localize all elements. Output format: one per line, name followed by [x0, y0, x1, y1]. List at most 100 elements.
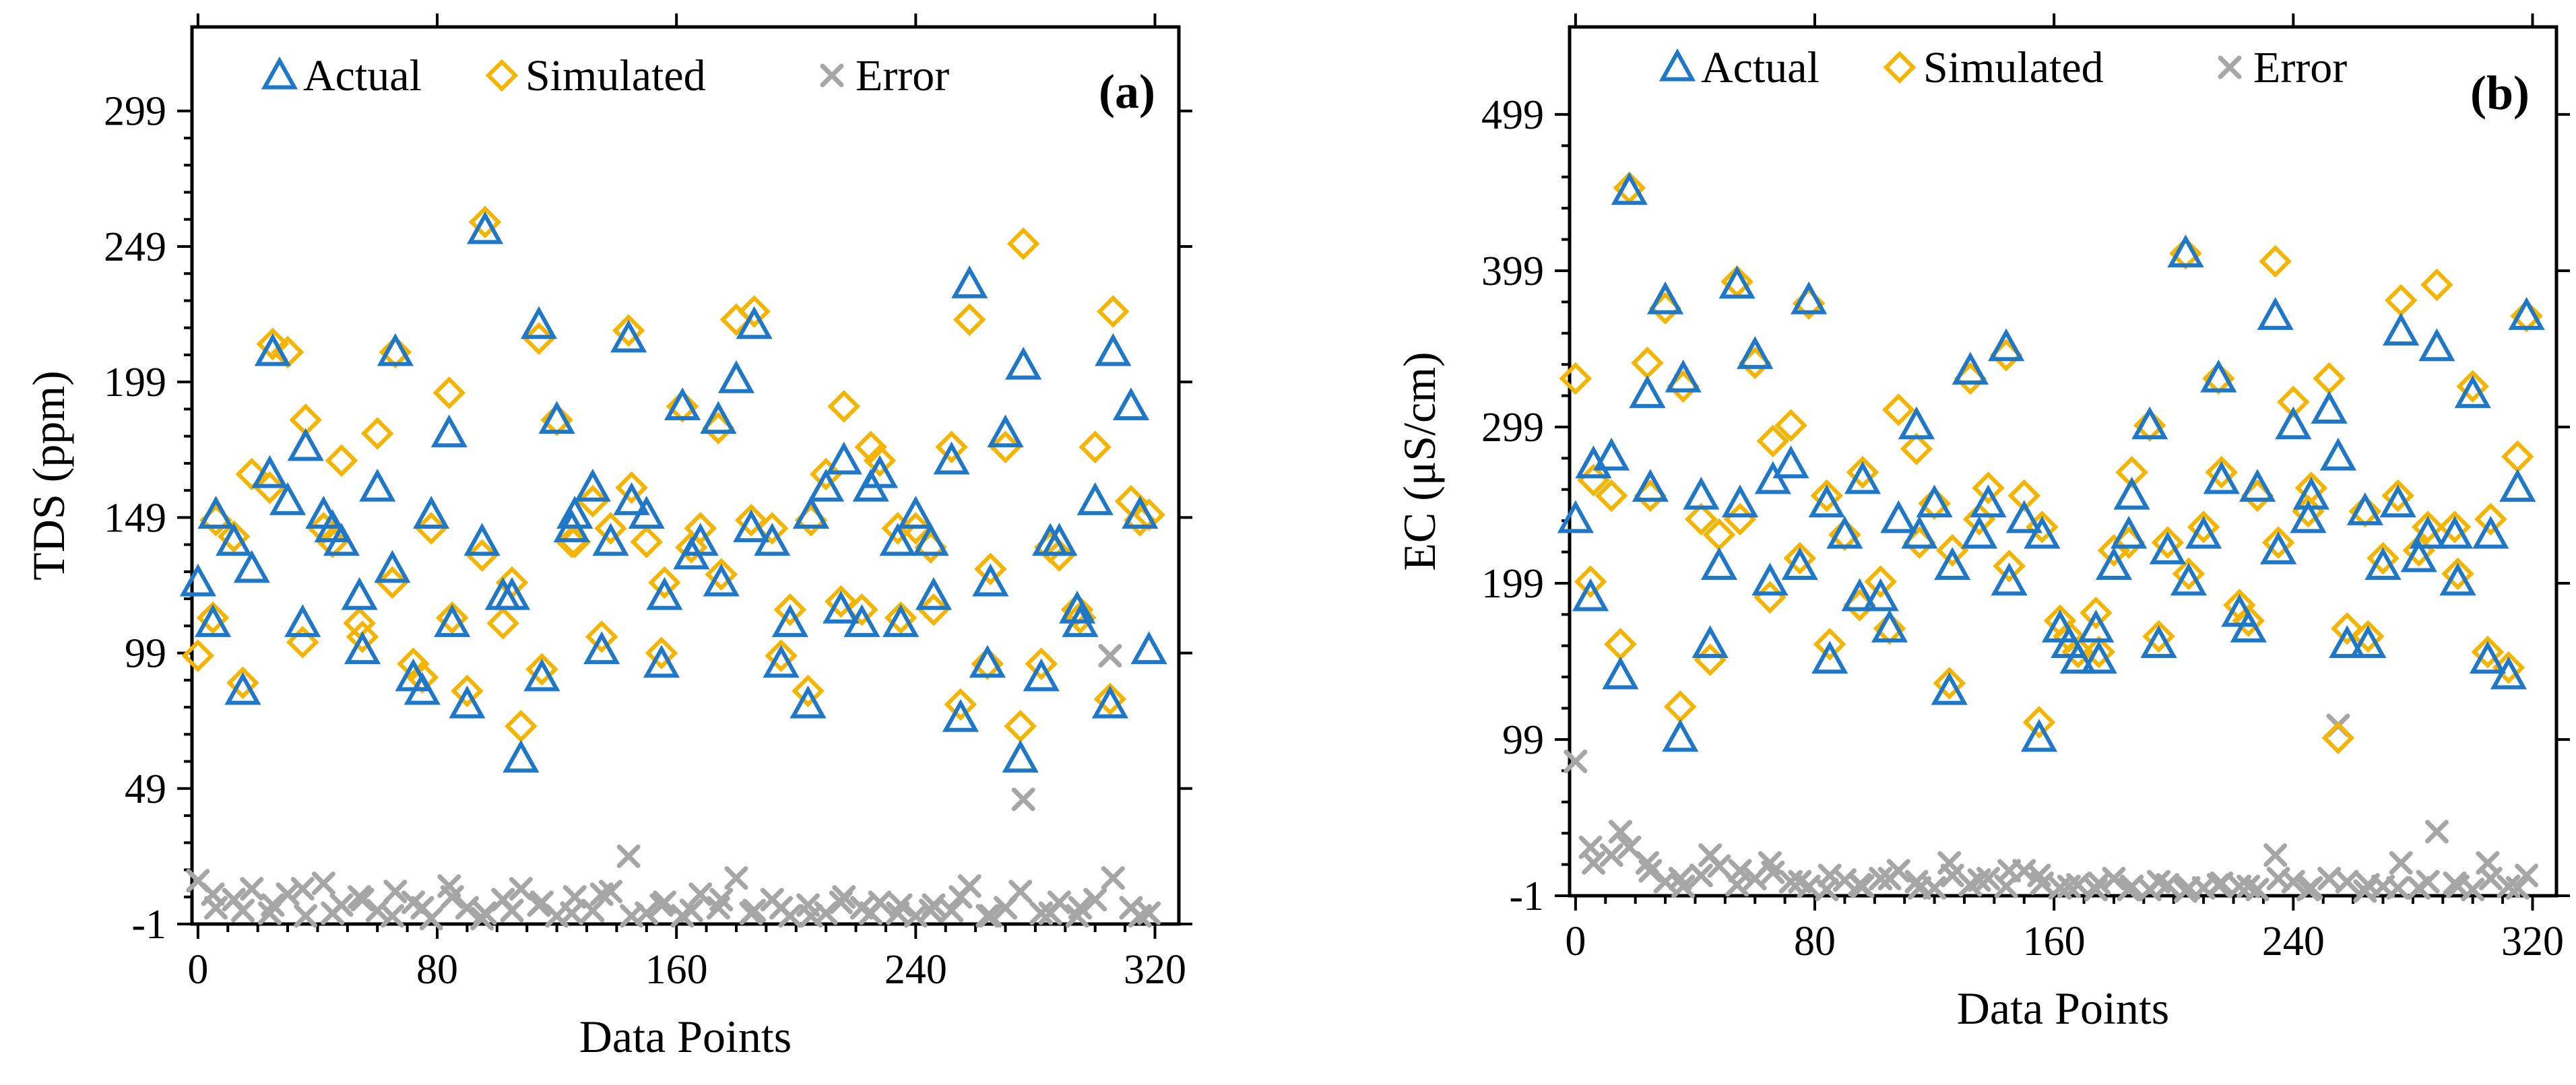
simulated-point	[974, 552, 1007, 586]
actual-point	[216, 523, 253, 556]
error-point	[620, 904, 644, 928]
actual-point	[1002, 739, 1039, 773]
error-point	[1689, 863, 1713, 888]
actual-point	[2319, 437, 2357, 471]
error-point	[1877, 866, 1902, 890]
actual-point	[1091, 685, 1128, 719]
actual-point	[2379, 484, 2416, 518]
actual-point	[1718, 265, 1756, 299]
actual-point	[1572, 578, 1609, 612]
error-point	[581, 898, 605, 923]
error-point	[948, 885, 973, 909]
error-point	[365, 898, 389, 923]
error-point	[1668, 866, 1692, 890]
actual-point	[763, 645, 800, 678]
simulated-point	[2441, 557, 2474, 591]
actual-point	[2020, 719, 2058, 752]
diamond-outline-icon	[1883, 51, 1917, 84]
actual-point	[771, 604, 808, 637]
simulated-point	[1900, 432, 1933, 465]
error-point	[2177, 876, 2201, 900]
simulated-point	[899, 512, 932, 545]
actual-point	[2024, 515, 2061, 549]
actual-point	[2170, 562, 2208, 596]
actual-point	[2230, 610, 2267, 643]
actual-point	[897, 496, 934, 529]
actual-point	[1632, 469, 1669, 502]
actual-point	[2490, 656, 2527, 690]
y-tick-label: -1	[1509, 874, 1544, 919]
actual-point	[2346, 492, 2383, 525]
error-point	[383, 880, 408, 904]
actual-point	[733, 509, 770, 543]
simulated-point	[863, 444, 897, 478]
y-tick-label: 399	[1481, 249, 1544, 294]
actual-point	[1095, 333, 1132, 366]
actual-point	[1781, 547, 1818, 581]
actual-point	[2350, 625, 2387, 659]
actual-point	[736, 306, 773, 339]
actual-point	[1611, 172, 1648, 205]
simulated-point	[397, 647, 430, 680]
actual-point	[2499, 469, 2536, 502]
simulated-point	[615, 471, 648, 504]
simulated-point	[1810, 479, 1844, 513]
simulated-point	[2420, 268, 2453, 302]
actual-point	[2221, 593, 2258, 627]
actual-point	[434, 604, 471, 637]
simulated-point	[196, 601, 230, 634]
simulated-point	[325, 444, 358, 478]
actual-point	[2167, 234, 2204, 268]
actual-point	[1991, 562, 2028, 596]
actual-point	[2185, 515, 2222, 549]
chart-panel-b: -1 99 199 299 399 499 0 80 160 240 320 Data Points E…	[1394, 13, 2570, 1034]
actual-point	[915, 577, 953, 610]
error-point	[1029, 901, 1054, 925]
error-point	[589, 882, 614, 907]
actual-point	[1683, 476, 1720, 510]
actual-point	[1023, 658, 1060, 692]
actual-point	[404, 671, 441, 705]
simulated-point	[1078, 430, 1112, 463]
plot-frame	[1568, 25, 2558, 898]
error-point	[2356, 873, 2380, 897]
y-tick-label: 99	[125, 631, 166, 677]
simulated-point	[2259, 244, 2292, 278]
simulated-point	[2321, 721, 2355, 754]
error-point	[2386, 876, 2410, 900]
simulated-point	[773, 593, 807, 626]
actual-point	[2059, 640, 2096, 674]
actual-point	[341, 577, 378, 610]
series-error	[1564, 713, 2539, 903]
simulated-point	[1004, 709, 1037, 743]
actual-point	[2005, 500, 2042, 533]
legend: Actual Simulated Error	[261, 51, 949, 100]
y-tick-label: 99	[1502, 717, 1544, 763]
actual-point	[2410, 515, 2447, 549]
actual-point	[942, 698, 979, 732]
legend-label-actual: Actual	[303, 51, 422, 100]
error-point	[470, 907, 494, 931]
actual-point	[413, 496, 450, 529]
error-point	[1997, 859, 2022, 883]
actual-point	[1916, 484, 1953, 518]
error-point	[829, 890, 853, 915]
actual-point	[1808, 484, 1845, 518]
error-point	[1788, 869, 1812, 894]
actual-point	[717, 360, 755, 393]
actual-point	[1841, 578, 1878, 612]
actual-point	[610, 319, 647, 353]
error-point	[1578, 835, 1603, 859]
panel-label: (a)	[1099, 65, 1155, 119]
actual-point	[2095, 547, 2133, 581]
actual-point	[374, 550, 411, 583]
actual-point	[2290, 500, 2327, 533]
simulated-point	[648, 566, 681, 599]
error-point	[1638, 859, 1663, 883]
error-point	[1937, 851, 1962, 875]
error-point	[709, 888, 734, 912]
simulated-point	[1097, 295, 1130, 328]
actual-point	[1058, 591, 1096, 624]
actual-point	[1862, 578, 1899, 612]
